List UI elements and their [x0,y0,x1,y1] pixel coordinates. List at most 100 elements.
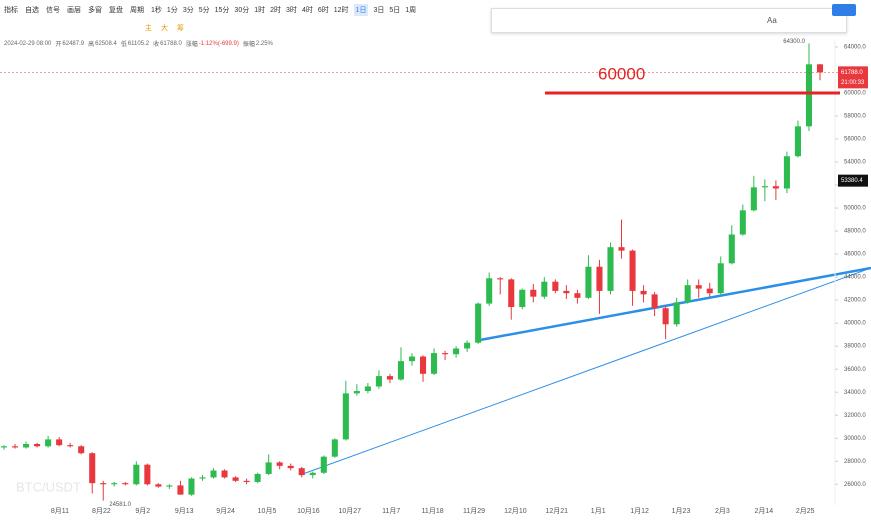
price-box [838,66,868,89]
candle-body [56,439,63,446]
crosshair-label: 53380.4 [841,178,863,184]
x-tick-label: 12月21 [546,507,569,515]
interval[interactable]: 1时 [254,7,266,14]
field-value: 62487.9 [62,40,85,47]
y-tick-label: 26000.0 [844,482,866,488]
candle-body [717,263,724,294]
interval[interactable]: 1分 [166,7,178,14]
field-value: 61105.2 [127,40,150,47]
candle-body [276,462,283,466]
countdown: 21:00:33 [841,80,865,86]
candle-body [552,281,559,291]
interval[interactable]: 5日 [389,7,401,14]
interval[interactable]: 6时 [317,7,329,14]
candle-body [596,266,603,291]
menu-item[interactable]: 多窗 [88,7,102,14]
high-label: 64300.0 [783,39,805,45]
candle-body [783,156,790,189]
indicator[interactable]: 大 [161,25,168,32]
candle-body [541,281,548,297]
y-tick-label: 36000.0 [844,367,866,373]
candle-body [122,483,129,485]
x-tick-label: 2月14 [754,507,773,515]
interval[interactable]: 15分 [214,7,230,14]
x-tick-label: 10月5 [258,507,277,515]
candle-body [155,484,162,487]
candle-body [166,485,173,487]
candle-body [442,353,449,355]
candle-body [453,348,460,355]
button[interactable] [832,4,856,16]
candle-body [111,483,118,485]
candle-body [684,285,691,303]
candle-body [530,289,537,297]
y-tick-label: 34000.0 [844,390,866,396]
y-tick-label: 54000.0 [844,160,866,166]
menu-item[interactable]: 信号 [46,7,60,14]
candle-body [574,293,581,298]
interval[interactable]: 12时 [333,7,349,14]
candle-body [464,342,471,349]
menu-item[interactable]: 指标 [4,7,18,14]
candle-body [144,464,151,485]
interval[interactable]: 1日 [353,4,369,16]
candle-body [353,391,360,394]
candle-body [497,278,504,280]
menu-item[interactable]: 画层 [67,7,81,14]
interval[interactable]: 3日 [373,7,385,14]
y-tick-label: 32000.0 [844,413,866,419]
candle-body [23,443,30,448]
menu-item[interactable]: 复盘 [109,7,123,14]
watermark: BTC/USDT [16,479,81,494]
x-tick-label: 9月13 [175,507,194,515]
candle-body [89,453,96,484]
candle-body [243,480,250,482]
candle-body [375,376,382,387]
text-tool[interactable]: Aa [767,16,777,25]
y-tick-label: 28000.0 [844,459,866,465]
indicator[interactable]: 主 [145,25,152,32]
interval[interactable]: 5分 [198,7,210,14]
low-label: 24581.0 [109,502,131,508]
interval[interactable]: 4时 [301,7,313,14]
candle-body [45,439,52,447]
interval[interactable]: 1周 [405,7,417,14]
interval[interactable]: 1秒 [151,7,162,14]
interval[interactable]: 3分 [182,7,194,14]
x-tick-label: 11月29 [463,507,485,515]
candle-body [133,464,140,485]
y-tick-label: 48000.0 [844,229,866,235]
candle-body [177,485,184,495]
drawing-toolbar: Aa [491,8,847,33]
ohlc-info: 2024-02-29 08:00 开 62487.9 高 62508.4 低 61105.2… [4,39,277,49]
y-tick-label: 44000.0 [844,275,866,281]
x-tick-label: 8月11 [51,507,69,515]
y-tick-label: 42000.0 [844,298,866,304]
x-tick-label: 11月18 [422,507,444,515]
y-tick-label: 50000.0 [844,206,866,212]
indicator[interactable]: 筹 [177,25,184,32]
field-label: 涨幅 [185,42,198,48]
x-tick-label: 12月10 [504,507,527,515]
menu-item[interactable]: 周期 [130,7,144,14]
candle-body [34,443,41,447]
interval[interactable]: 3时 [286,7,297,14]
x-tick-label: 1月12 [630,507,649,515]
candle-body [342,393,349,440]
candle-body [750,187,757,211]
candle-body [11,446,19,448]
level-label: 60000 [598,64,645,83]
interval[interactable]: 30分 [234,7,250,14]
candle-body [419,356,427,374]
candle-body [221,470,228,478]
interval[interactable]: 2时 [270,7,282,14]
candle-body [475,303,482,343]
field-value: 62508.4 [95,40,117,47]
menu-item[interactable]: 自选 [25,7,39,14]
x-tick-label: 9月24 [216,507,235,515]
candle-body [673,302,680,325]
candle-body [695,285,702,289]
candle-body [618,247,625,251]
